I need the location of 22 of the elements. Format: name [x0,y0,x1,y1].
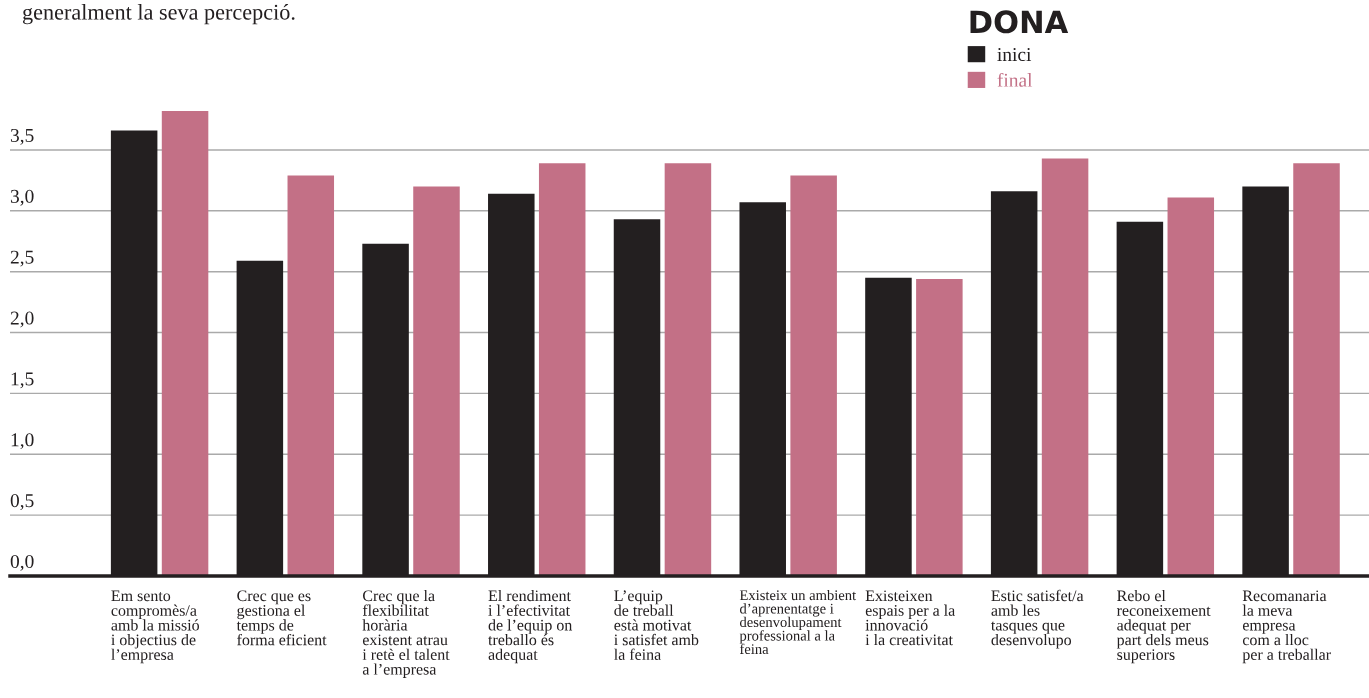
x-tick-label: Crec que la flexibilitat horària existent atrau i retè el talent a l’empresa [362,589,450,678]
x-tick-label: Recomanaria la meva empresa com a lloc per a treballar [1242,590,1331,664]
y-tick-label: 1,0 [11,433,34,450]
y-tick-label: 1,5 [11,372,34,389]
x-tick-label: El rendiment i l’efectivitat de l’equip on treballo és adequat [488,589,573,664]
legend-title: DONA [970,10,1069,34]
y-tick-label: 2,0 [10,311,34,328]
x-tick-label: Em sento compromès/a amb la missió i objectius de l’empresa [111,590,200,664]
legend-label: inici [997,48,1032,62]
y-tick-label: 0,5 [10,494,34,510]
y-tick-label: 3,5 [10,128,34,145]
y-tick-label: 0,0 [10,554,34,571]
x-tick-label: Rebo el reconeixement adequat per part dels meus superiors [1116,589,1211,664]
x-tick-label: Estic satisfet/a amb les tasques que desenvolupo [991,589,1084,649]
x-tick-label: Existeixen espais per a la innovació i la creativitat [865,590,955,646]
y-tick-label: 2,5 [10,250,34,267]
x-tick-label: L’equip de treball està motivat i satisfet amb la feina [614,590,699,660]
text: generalment la seva percepció. [22,4,295,25]
x-tick-label: Existeix un ambient d’aprenentatge i desenvolupament professional a la feina [739,589,857,655]
legend-label: final [997,72,1033,87]
y-tick-label: 3,0 [10,189,34,206]
x-tick-label: Crec que es gestiona el temps de forma eficient [236,590,327,646]
